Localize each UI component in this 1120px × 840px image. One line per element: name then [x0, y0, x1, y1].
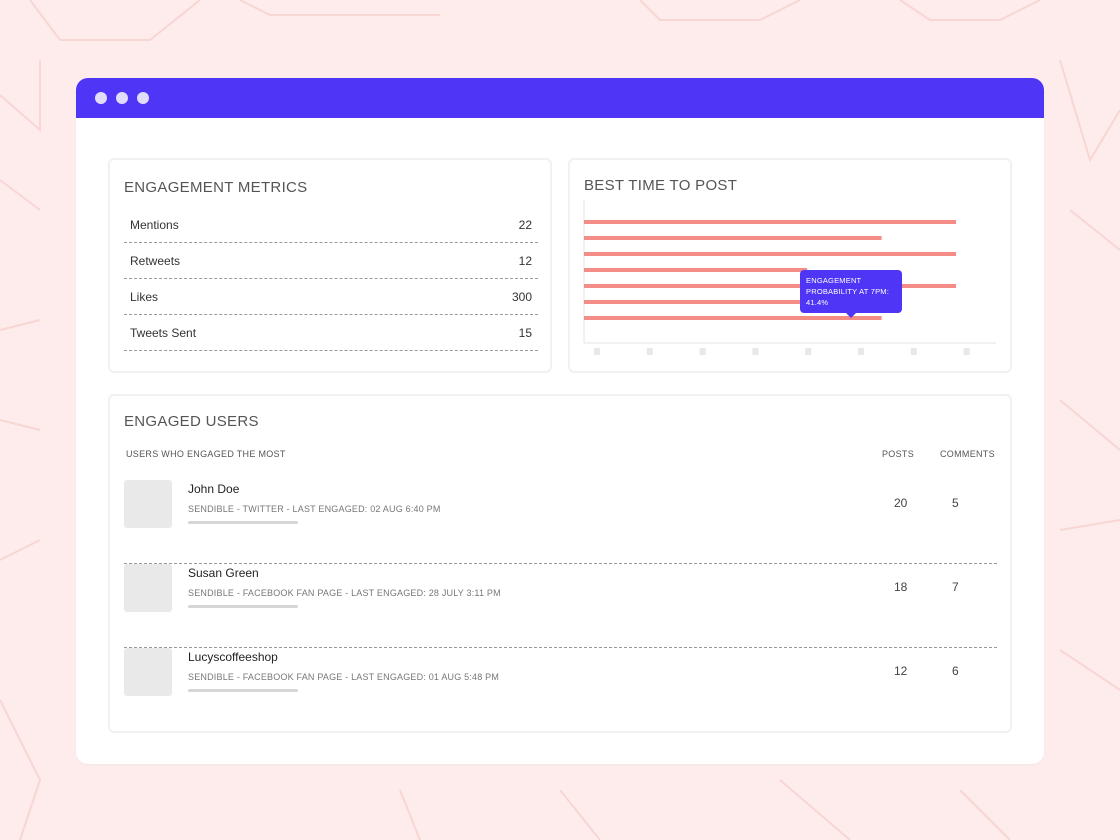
user-name[interactable]: Lucyscoffeeshop — [188, 650, 278, 664]
card-title: ENGAGEMENT METRICS — [124, 179, 308, 196]
avatar — [124, 564, 172, 612]
tooltip-line: ENGAGEMENT — [806, 276, 862, 285]
user-posts: 18 — [894, 580, 908, 594]
user-name[interactable]: Susan Green — [188, 566, 259, 580]
window-titlebar — [76, 78, 1044, 118]
user-engagement-bar — [188, 689, 298, 692]
user-row[interactable]: Lucyscoffeeshop SENDIBLE - FACEBOOK FAN … — [124, 648, 997, 732]
metric-row: Tweets Sent 15 — [124, 315, 538, 351]
metric-row: Retweets 12 — [124, 243, 538, 279]
window-control-dot[interactable] — [137, 92, 149, 104]
user-name[interactable]: John Doe — [188, 482, 240, 496]
card-title: ENGAGED USERS — [124, 413, 259, 430]
metric-list: Mentions 22 Retweets 12 Likes 300 Tweets… — [124, 207, 538, 351]
app-window: ENGAGEMENT METRICS Mentions 22 Retweets … — [76, 78, 1044, 764]
best-time-card: BEST TIME TO POST ENGAGEMENT PROBABILITY… — [568, 158, 1012, 373]
metric-label: Retweets — [130, 253, 181, 268]
engagement-metrics-card: ENGAGEMENT METRICS Mentions 22 Retweets … — [108, 158, 552, 373]
metric-label: Tweets Sent — [130, 325, 197, 340]
user-details: SENDIBLE - TWITTER - LAST ENGAGED: 02 AU… — [188, 504, 441, 514]
chart-bar — [584, 220, 956, 224]
user-posts: 20 — [894, 496, 908, 510]
x-tick-marker — [858, 348, 864, 355]
engaged-users-card: ENGAGED USERS USERS WHO ENGAGED THE MOST… — [108, 394, 1012, 733]
user-comments: 6 — [952, 664, 959, 678]
best-time-chart — [583, 200, 996, 355]
window-control-dot[interactable] — [95, 92, 107, 104]
user-engagement-bar — [188, 521, 298, 524]
column-header-comments[interactable]: COMMENTS — [940, 449, 995, 459]
chart-bar — [584, 268, 808, 272]
user-engagement-bar — [188, 605, 298, 608]
user-comments: 5 — [952, 496, 959, 510]
user-posts: 12 — [894, 664, 908, 678]
x-tick-marker — [910, 348, 917, 355]
chart-bar — [584, 300, 808, 304]
metric-row: Mentions 22 — [124, 207, 538, 243]
chart-bar — [584, 236, 882, 240]
metric-row: Likes 300 — [124, 279, 538, 315]
window-control-dot[interactable] — [116, 92, 128, 104]
x-tick-marker — [963, 348, 970, 355]
x-tick-marker — [699, 348, 706, 355]
x-tick-marker — [646, 348, 653, 355]
user-row[interactable]: John Doe SENDIBLE - TWITTER - LAST ENGAG… — [124, 480, 997, 564]
metric-label: Likes — [130, 289, 159, 304]
user-row[interactable]: Susan Green SENDIBLE - FACEBOOK FAN PAGE… — [124, 564, 997, 648]
metric-value: 12 — [518, 253, 532, 268]
chart-bar — [584, 284, 956, 288]
x-tick-marker — [805, 348, 812, 355]
user-details: SENDIBLE - FACEBOOK FAN PAGE - LAST ENGA… — [188, 588, 501, 598]
metric-value: 15 — [518, 325, 532, 340]
metric-label: Mentions — [130, 217, 179, 232]
tooltip-value: 41.4% — [806, 298, 829, 307]
column-header-users: USERS WHO ENGAGED THE MOST — [126, 449, 286, 459]
x-tick-marker — [752, 348, 759, 355]
chart-bar — [584, 316, 882, 320]
tooltip-line: PROBABILITY AT 7PM: — [806, 287, 889, 296]
chart-tooltip: ENGAGEMENT PROBABILITY AT 7PM: 41.4% — [800, 270, 902, 318]
chart-bar — [584, 252, 956, 256]
avatar — [124, 480, 172, 528]
user-details: SENDIBLE - FACEBOOK FAN PAGE - LAST ENGA… — [188, 672, 500, 682]
metric-value: 300 — [511, 289, 532, 304]
card-title: BEST TIME TO POST — [584, 177, 738, 194]
x-tick-marker — [594, 348, 600, 355]
user-comments: 7 — [952, 580, 959, 594]
metric-value: 22 — [518, 217, 532, 232]
avatar — [124, 648, 172, 696]
column-header-posts[interactable]: POSTS — [882, 449, 915, 459]
